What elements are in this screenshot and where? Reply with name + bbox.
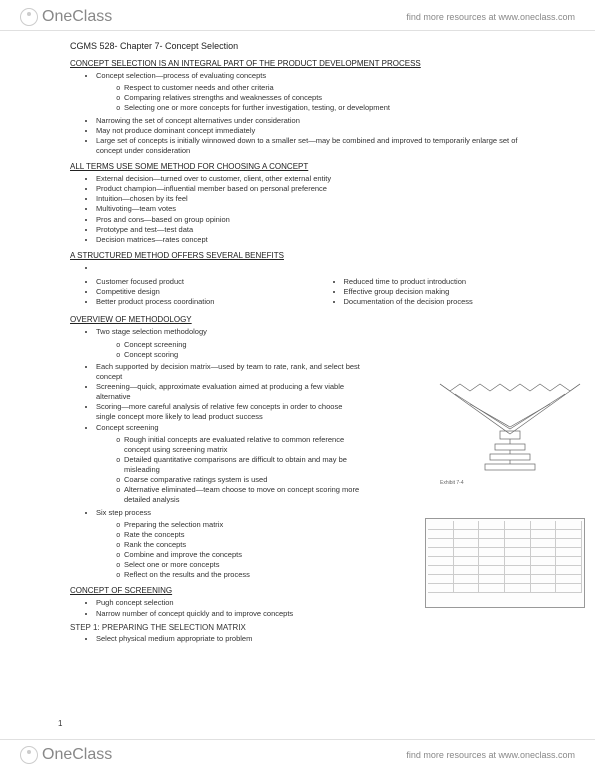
list-item: Respect to customer needs and other crit… <box>124 83 535 93</box>
list-item: Pros and cons—based on group opinion <box>96 215 535 225</box>
diagram-caption: Exhibit 7-4 <box>440 480 464 486</box>
list-item: Each supported by decision matrix—used b… <box>96 362 360 382</box>
benefits-columns: Customer focused product Competitive des… <box>70 275 535 309</box>
list-item: Reduced time to product introduction <box>344 277 536 287</box>
list-item: Narrowing the set of concept alternative… <box>96 116 535 126</box>
list-item: Decision matrices—rates concept <box>96 235 535 245</box>
list-item: Effective group decision making <box>344 287 536 297</box>
list-item: Comparing relatives strengths and weakne… <box>124 93 535 103</box>
footer-link[interactable]: find more resources at www.oneclass.com <box>406 750 575 760</box>
brand-text: OneClass <box>42 8 112 26</box>
section-heading-2: ALL TERMS USE SOME METHOD FOR CHOOSING A… <box>70 162 535 171</box>
funnel-diagram: Exhibit 7-4 <box>435 379 585 489</box>
list-item: Selecting one or more concepts for furth… <box>124 103 535 113</box>
list-item: Preparing the selection matrix <box>124 520 360 530</box>
list-item: Multivoting—team votes <box>96 204 535 214</box>
step-1-list: Select physical medium appropriate to pr… <box>70 634 535 644</box>
item-text: Two stage selection methodology <box>96 327 207 336</box>
list-item: Screening—quick, approximate evaluation … <box>96 382 360 402</box>
logo-icon <box>20 746 38 764</box>
matrix-row <box>428 548 582 557</box>
list-item: Alternative eliminated—team choose to mo… <box>124 485 360 505</box>
section-1-list: Concept selection—process of evaluating … <box>70 71 535 156</box>
section-heading-3: A STRUCTURED METHOD OFFERS SEVERAL BENEF… <box>70 251 535 260</box>
benefits-left: Customer focused product Competitive des… <box>70 277 288 307</box>
brand-logo: OneClass <box>20 8 112 26</box>
step-1-label: STEP 1: PREPARING THE SELECTION MATRIX <box>70 623 535 632</box>
empty-bullet <box>70 263 535 273</box>
page-footer: OneClass find more resources at www.onec… <box>0 739 595 770</box>
list-item: Large set of concepts is initially winno… <box>96 136 535 156</box>
item-text: Concept screening <box>96 423 159 432</box>
matrix-row <box>428 557 582 566</box>
list-item: Competitive design <box>96 287 288 297</box>
sublist: Concept screening Concept scoring <box>96 340 360 360</box>
list-item: Combine and improve the concepts <box>124 550 360 560</box>
sublist: Rough initial concepts are evaluated rel… <box>96 435 360 506</box>
list-item: Two stage selection methodology Concept … <box>96 327 360 359</box>
document-body: CGMS 528- Chapter 7- Concept Selection C… <box>0 31 595 656</box>
section-2-list: External decision—turned over to custome… <box>70 174 535 245</box>
list-item: Rank the concepts <box>124 540 360 550</box>
list-item: Customer focused product <box>96 277 288 287</box>
matrix-row <box>428 575 582 584</box>
list-item: External decision—turned over to custome… <box>96 174 535 184</box>
funnel-svg: Exhibit 7-4 <box>435 379 585 489</box>
brand-text: OneClass <box>42 746 112 764</box>
list-item: Select physical medium appropriate to pr… <box>96 634 535 644</box>
list-item: Rate the concepts <box>124 530 360 540</box>
document-title: CGMS 528- Chapter 7- Concept Selection <box>70 41 535 51</box>
sublist: Respect to customer needs and other crit… <box>96 83 535 113</box>
logo-icon <box>20 8 38 26</box>
benefits-right: Reduced time to product introduction Eff… <box>318 277 536 307</box>
list-item: Six step process Preparing the selection… <box>96 508 360 581</box>
list-item: Intuition—chosen by its feel <box>96 194 535 204</box>
list-item: May not produce dominant concept immedia… <box>96 126 535 136</box>
list-item: Narrow number of concept quickly and to … <box>96 609 535 619</box>
selection-matrix-diagram <box>425 518 585 608</box>
list-item: Concept screening <box>124 340 360 350</box>
section-heading-4: OVERVIEW OF METHODOLOGY <box>70 315 535 324</box>
list-item: Reflect on the results and the process <box>124 570 360 580</box>
item-text: Six step process <box>96 508 151 517</box>
list-item: Rough initial concepts are evaluated rel… <box>124 435 360 455</box>
list-item: Better product process coordination <box>96 297 288 307</box>
matrix-row <box>428 539 582 548</box>
list-item: Scoring—more careful analysis of relativ… <box>96 402 360 422</box>
list-item: Coarse comparative ratings system is use… <box>124 475 360 485</box>
list-item: Concept scoring <box>124 350 360 360</box>
list-item <box>96 263 535 273</box>
matrix-row <box>428 530 582 539</box>
sublist: Preparing the selection matrix Rate the … <box>96 520 360 581</box>
matrix-row <box>428 521 582 530</box>
list-item: Concept screening Rough initial concepts… <box>96 423 360 506</box>
section-heading-1: CONCEPT SELECTION IS AN INTEGRAL PART OF… <box>70 59 535 68</box>
list-item: Select one or more concepts <box>124 560 360 570</box>
list-item: Concept selection—process of evaluating … <box>96 71 535 114</box>
matrix-row <box>428 584 582 593</box>
page-number: 1 <box>58 719 62 728</box>
list-item: Detailed quantitative comparisons are di… <box>124 455 360 475</box>
list-item: Product champion—influential member base… <box>96 184 535 194</box>
footer-logo: OneClass <box>20 746 112 764</box>
matrix-row <box>428 566 582 575</box>
list-item: Documentation of the decision process <box>344 297 536 307</box>
list-item: Prototype and test—test data <box>96 225 535 235</box>
page-header: OneClass find more resources at www.onec… <box>0 0 595 31</box>
item-text: Concept selection—process of evaluating … <box>96 71 266 80</box>
section-4-list: Two stage selection methodology Concept … <box>70 327 360 580</box>
header-link[interactable]: find more resources at www.oneclass.com <box>406 12 575 22</box>
